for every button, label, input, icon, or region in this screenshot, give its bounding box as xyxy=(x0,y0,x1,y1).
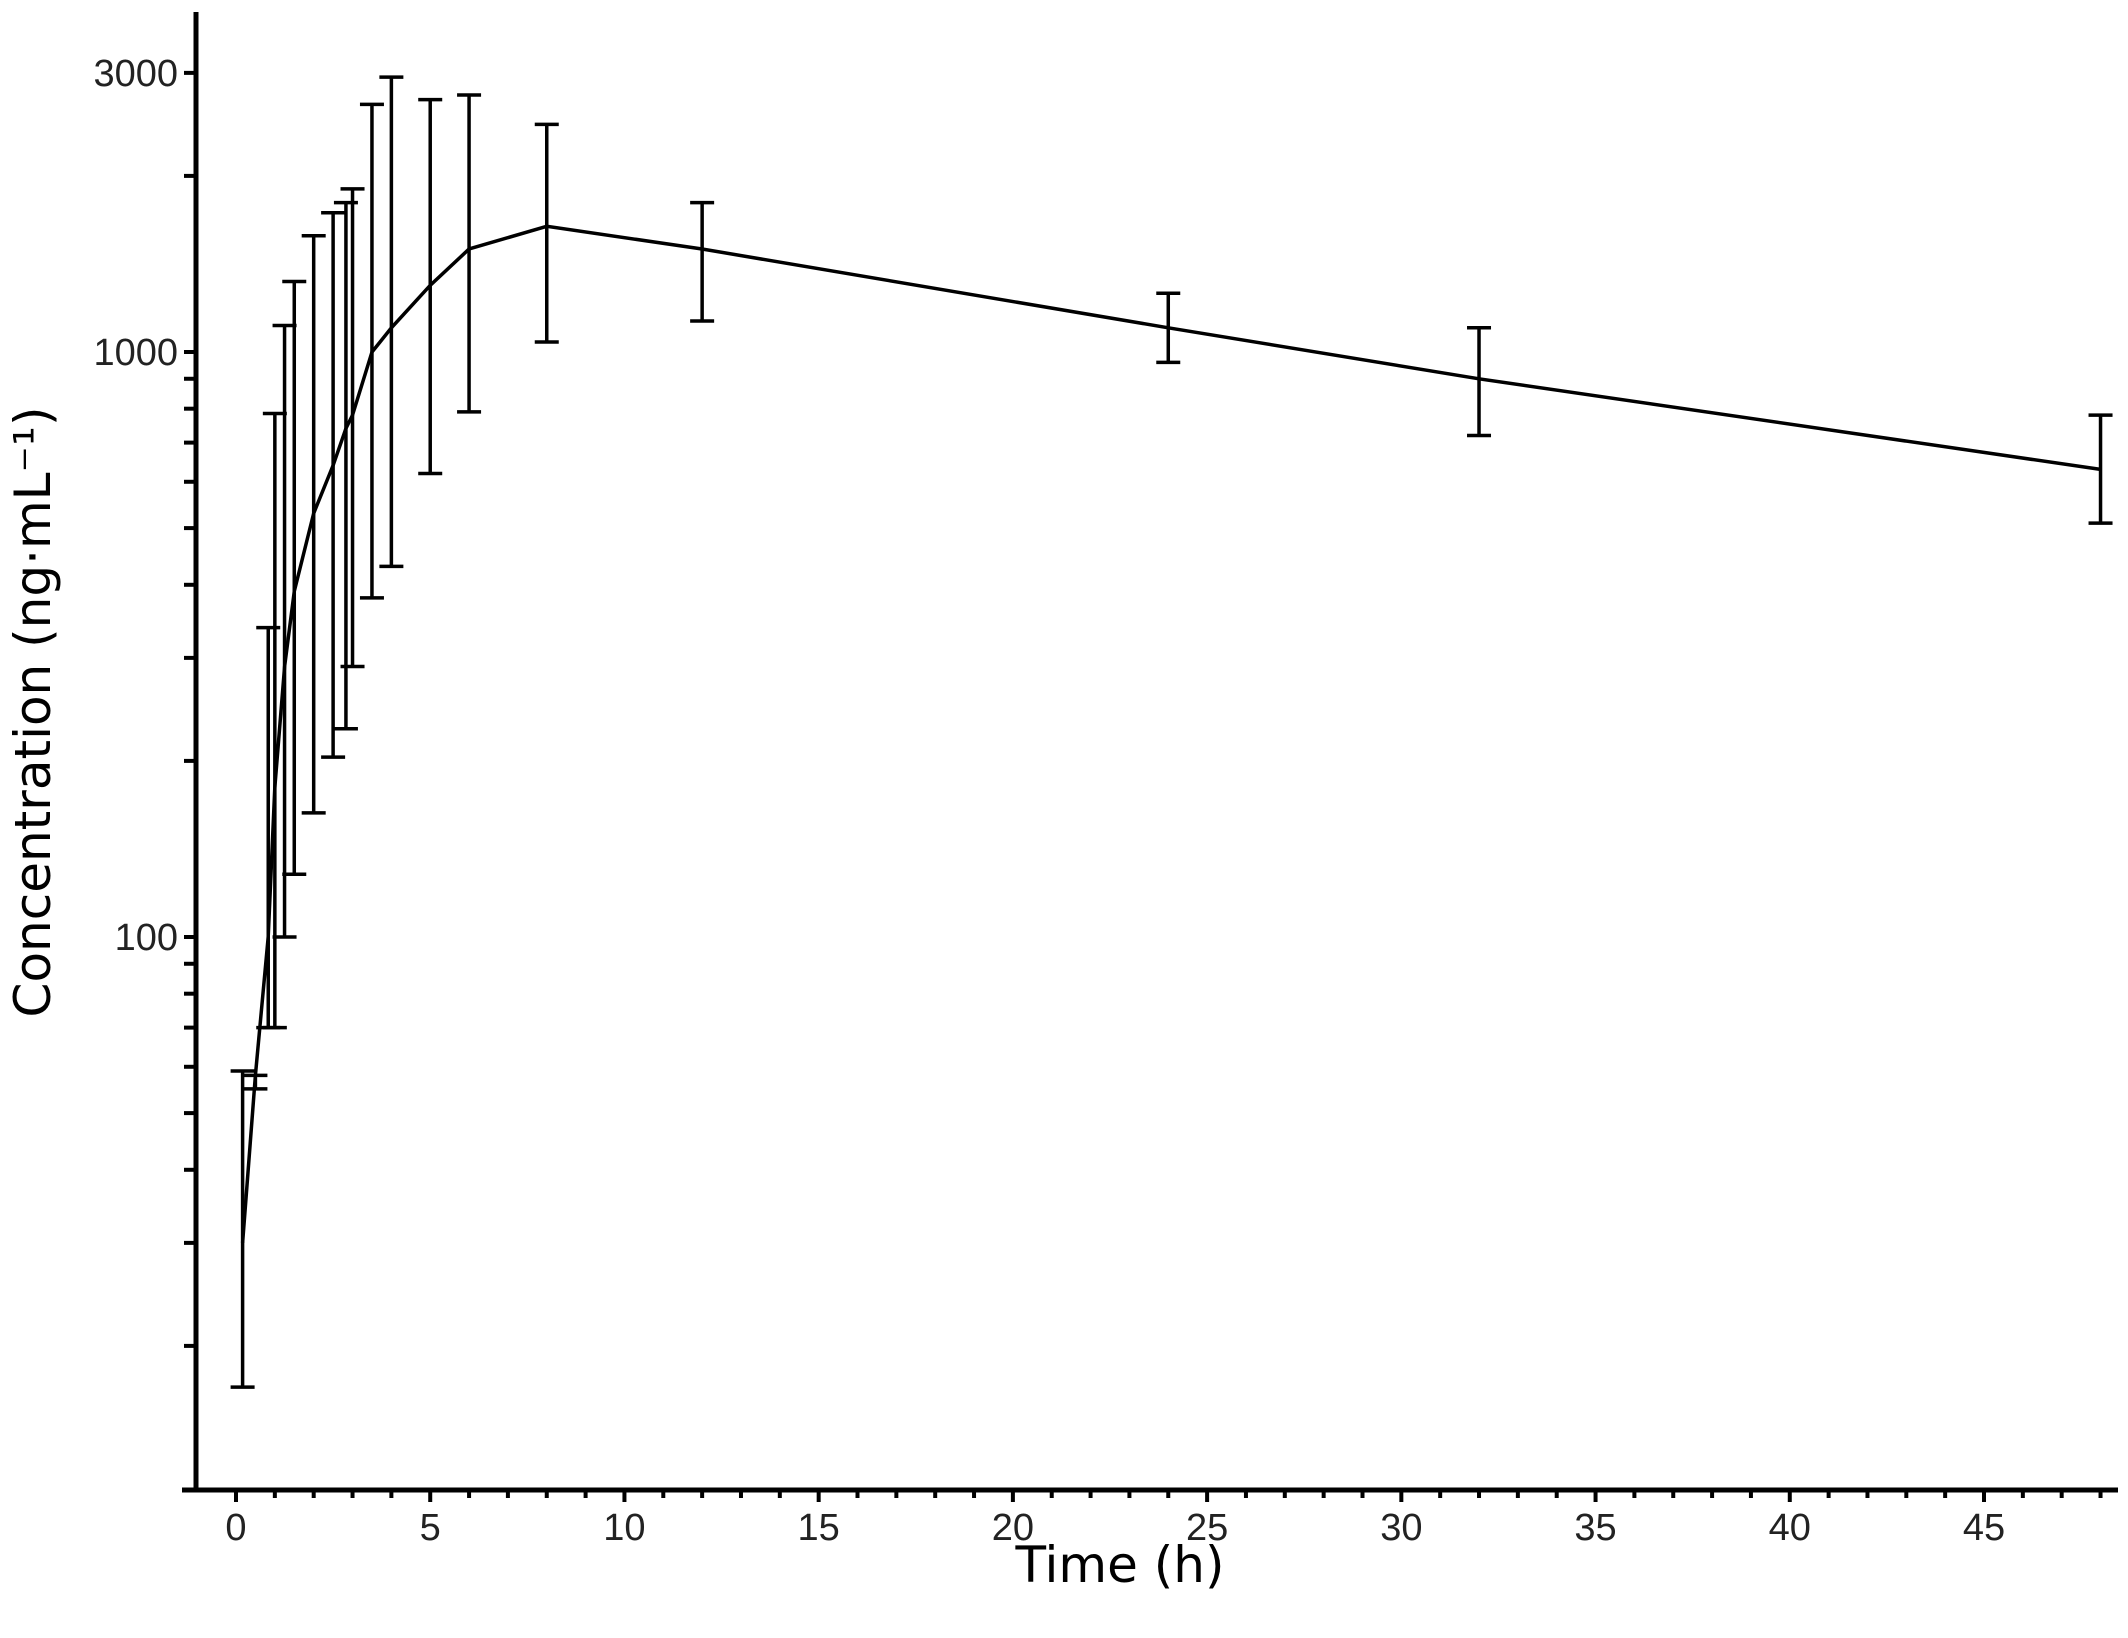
x-tick-label: 25 xyxy=(1186,1507,1228,1549)
x-tick-label: 35 xyxy=(1574,1507,1616,1549)
error-bar xyxy=(333,200,358,731)
error-bar xyxy=(1467,326,1492,438)
error-bar xyxy=(690,200,715,323)
y-axis-title: Concentration (ng·mL⁻¹) xyxy=(4,407,62,1018)
y-tick-label: 1000 xyxy=(93,332,178,374)
error-bar xyxy=(321,210,346,759)
error-bar xyxy=(282,279,307,877)
x-tick-label: 5 xyxy=(420,1507,441,1549)
error-bar xyxy=(359,102,384,600)
x-tick-label: 45 xyxy=(1963,1507,2005,1549)
error-bar xyxy=(301,234,326,815)
error-bar xyxy=(256,625,281,1030)
x-tick-label: 10 xyxy=(603,1507,645,1549)
error-bar xyxy=(379,75,404,569)
y-tick-label: 100 xyxy=(115,917,178,959)
error-bar xyxy=(1156,291,1181,365)
x-tick-label: 0 xyxy=(225,1507,246,1549)
error-bar xyxy=(457,93,482,414)
plot-area xyxy=(230,75,2113,1389)
error-bar xyxy=(340,187,365,669)
x-tick-label: 40 xyxy=(1769,1507,1811,1549)
mean-concentration-line xyxy=(240,224,2101,1244)
x-tick-label: 20 xyxy=(992,1507,1034,1549)
x-tick-label: 15 xyxy=(798,1507,840,1549)
error-bar xyxy=(230,1069,255,1389)
error-bar xyxy=(534,122,559,344)
y-tick-label: 3000 xyxy=(93,53,178,95)
error-bar xyxy=(243,1073,268,1091)
x-tick-label: 30 xyxy=(1380,1507,1422,1549)
x-axis-title: Time (h) xyxy=(1015,1536,1225,1594)
x-axis: 0 5 10 15 20 25 30 35 40 45 xyxy=(182,1487,2118,1549)
error-bar xyxy=(418,97,443,476)
error-bar xyxy=(2088,413,2113,525)
y-axis: 100 1000 3000 xyxy=(93,12,199,1490)
